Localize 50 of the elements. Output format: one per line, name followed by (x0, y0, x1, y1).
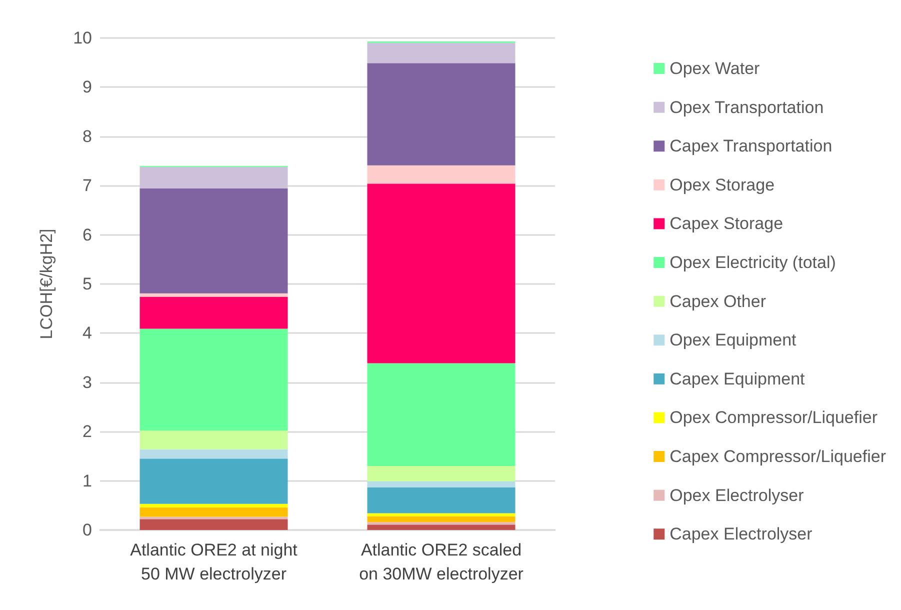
legend-label: Capex Other (670, 292, 766, 311)
y-tick-label: 6 (82, 225, 92, 244)
bar (140, 504, 288, 508)
bar (367, 363, 516, 466)
bar (140, 166, 288, 189)
bar (367, 522, 516, 525)
y-tick-label: 1 (82, 471, 92, 490)
y-tick-label: 9 (82, 78, 92, 97)
y-tick-label: 7 (82, 176, 92, 196)
legend-label: Opex Transportation (670, 98, 824, 117)
legend-label: Capex Transportation (670, 136, 832, 156)
bar (140, 328, 288, 431)
y-tick-label: 3 (82, 372, 92, 392)
y-tick-label: 8 (82, 126, 92, 146)
bar (367, 466, 516, 482)
bar (140, 516, 288, 520)
bar (140, 449, 288, 459)
legend-label: Opex Compressor/Liquefier (670, 408, 878, 428)
legend-label: Opex Electricity (total) (670, 253, 836, 272)
bar (140, 430, 288, 450)
legend-label: Opex Storage (670, 175, 775, 194)
bar (140, 293, 288, 297)
bar (140, 519, 288, 530)
bar (367, 63, 516, 166)
legend-label: Opex Equipment (670, 330, 797, 350)
legend-label: Capex Compressor/Liquefier (670, 447, 886, 466)
bar (367, 481, 516, 488)
bar (367, 516, 516, 522)
bar (367, 42, 516, 64)
bar (140, 458, 288, 504)
y-tick-label: 5 (82, 274, 92, 294)
x-tick-label: Atlantic ORE2 at night 50 MW electrolyzer (130, 540, 298, 584)
legend-label: Capex Equipment (670, 369, 806, 388)
bar (367, 524, 516, 530)
bar (140, 507, 288, 517)
legend-label: Capex Storage (670, 214, 784, 234)
bar (367, 184, 516, 364)
x-tick-label: Atlantic ORE2 scaled on 30MW electrolyzer (359, 540, 524, 584)
bar (140, 188, 288, 294)
legend-label: Opex Water (670, 59, 760, 78)
y-axis-title: LCOH[€/kgH2] (37, 228, 56, 340)
legend-label: Opex Electrolyser (670, 486, 804, 505)
y-tick-label: 0 (82, 520, 92, 540)
bar (367, 487, 516, 514)
y-tick-label: 4 (82, 324, 92, 343)
bar (367, 165, 516, 184)
bar (140, 296, 288, 329)
y-tick-label: 10 (73, 28, 92, 48)
y-tick-label: 2 (82, 422, 92, 442)
legend-label: Capex Electrolyser (670, 524, 813, 544)
